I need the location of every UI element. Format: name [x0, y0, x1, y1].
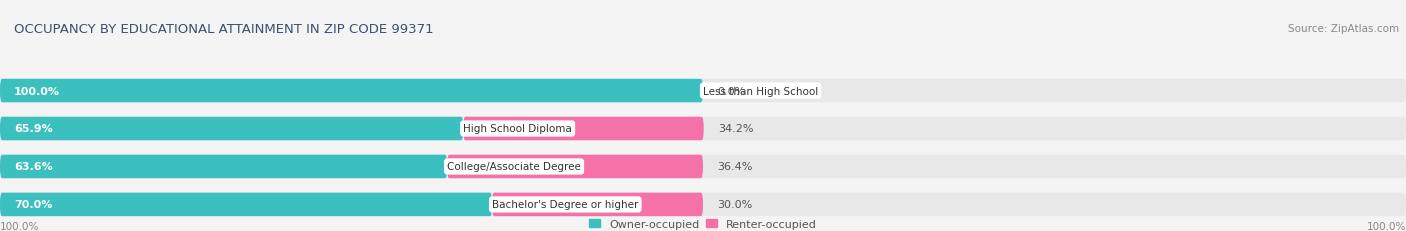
Text: 30.0%: 30.0%: [717, 200, 752, 210]
Legend: Owner-occupied, Renter-occupied: Owner-occupied, Renter-occupied: [589, 219, 817, 229]
FancyBboxPatch shape: [492, 193, 703, 216]
Text: Source: ZipAtlas.com: Source: ZipAtlas.com: [1288, 24, 1399, 34]
Text: Bachelor's Degree or higher: Bachelor's Degree or higher: [492, 200, 638, 210]
FancyBboxPatch shape: [447, 155, 703, 179]
FancyBboxPatch shape: [0, 79, 703, 103]
Text: 0.0%: 0.0%: [717, 86, 745, 96]
FancyBboxPatch shape: [0, 155, 447, 179]
Text: 34.2%: 34.2%: [718, 124, 754, 134]
Text: 100.0%: 100.0%: [1367, 221, 1406, 231]
Text: College/Associate Degree: College/Associate Degree: [447, 162, 581, 172]
Text: OCCUPANCY BY EDUCATIONAL ATTAINMENT IN ZIP CODE 99371: OCCUPANCY BY EDUCATIONAL ATTAINMENT IN Z…: [14, 23, 433, 36]
Text: Less than High School: Less than High School: [703, 86, 818, 96]
Text: 70.0%: 70.0%: [14, 200, 52, 210]
Text: 100.0%: 100.0%: [14, 86, 60, 96]
FancyBboxPatch shape: [464, 117, 704, 141]
Text: High School Diploma: High School Diploma: [464, 124, 572, 134]
Text: 36.4%: 36.4%: [717, 162, 752, 172]
Text: 65.9%: 65.9%: [14, 124, 53, 134]
FancyBboxPatch shape: [0, 193, 492, 216]
FancyBboxPatch shape: [0, 193, 1406, 216]
FancyBboxPatch shape: [0, 155, 1406, 179]
Text: 100.0%: 100.0%: [0, 221, 39, 231]
FancyBboxPatch shape: [0, 117, 1406, 141]
FancyBboxPatch shape: [0, 79, 1406, 103]
Text: 63.6%: 63.6%: [14, 162, 53, 172]
FancyBboxPatch shape: [0, 117, 464, 141]
